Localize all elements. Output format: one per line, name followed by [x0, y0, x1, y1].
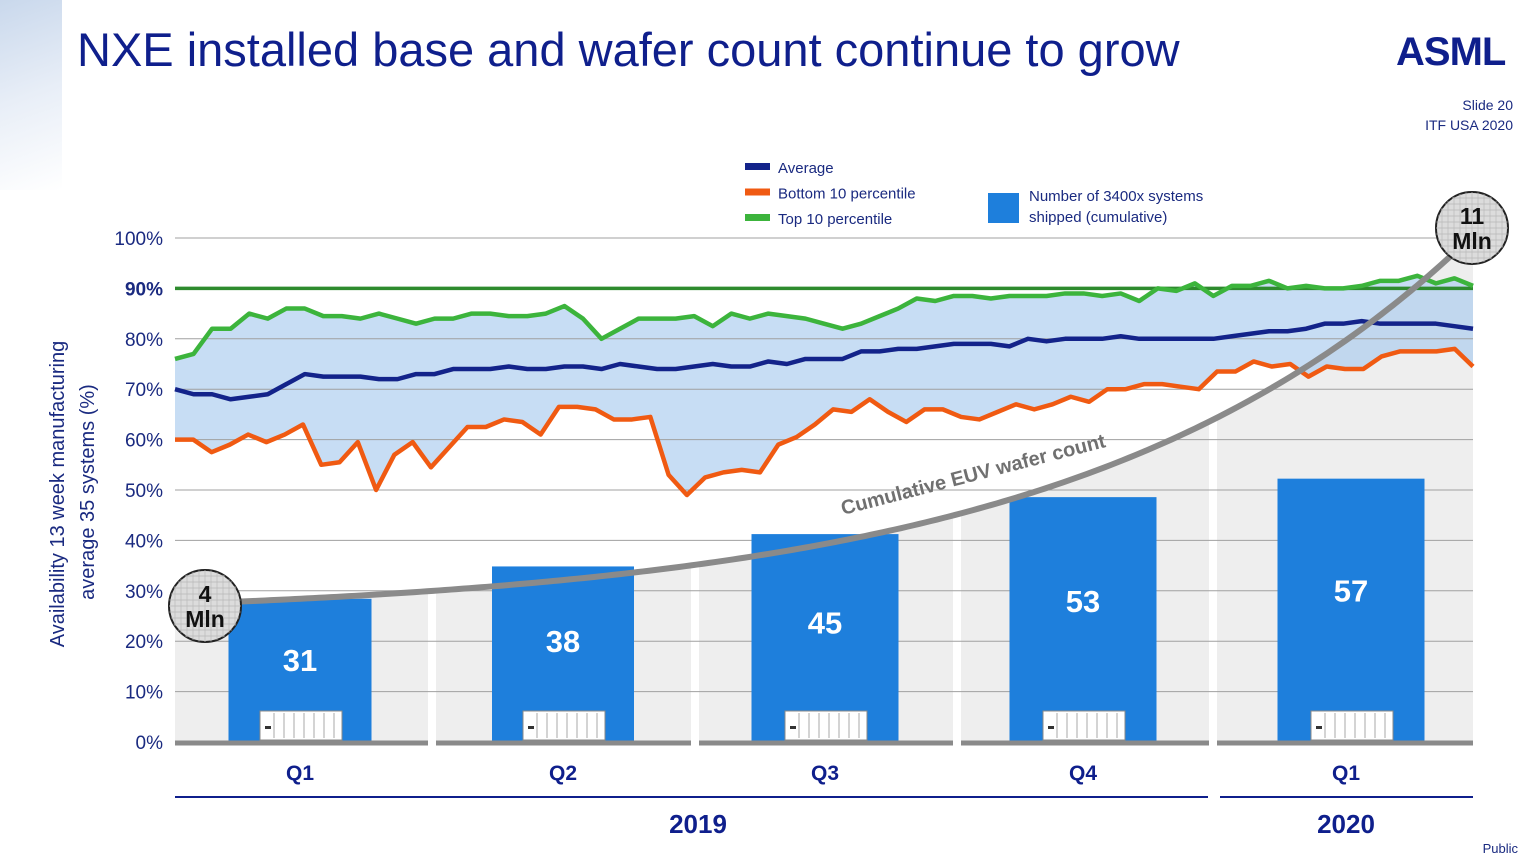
- y-tick-label: 40%: [125, 531, 163, 552]
- y-tick-label: 100%: [114, 229, 163, 250]
- slide-info: Slide 20 ITF USA 2020: [1425, 95, 1513, 135]
- bar-value-label: 31: [283, 643, 317, 678]
- systems-bar: [1009, 497, 1157, 742]
- y-tick-label: 70%: [125, 380, 163, 401]
- scanner-machine-icon-detail: [528, 726, 534, 729]
- series-line-top-10-percentile: [174, 273, 1474, 362]
- y-tick-label: 0%: [136, 733, 164, 754]
- y-tick-label: 30%: [125, 582, 163, 603]
- y-tick-label: 50%: [125, 481, 163, 502]
- systems-bar: [751, 534, 899, 742]
- series-line-bottom-10-percentile: [175, 346, 1475, 498]
- quarter-label: Q3: [811, 762, 839, 785]
- quarter-label: Q1: [286, 762, 314, 785]
- y-tick-label: 60%: [125, 431, 163, 452]
- bar-value-label: 45: [808, 605, 842, 640]
- scanner-machine-icon: [1310, 710, 1394, 741]
- wafer-count-curve: [204, 233, 1475, 606]
- y-axis-label: average 35 systems (%): [77, 384, 99, 600]
- wafer-count-value: 11: [1460, 203, 1485, 229]
- scanner-machine-icon: [784, 710, 868, 741]
- bar-value-label: 38: [546, 624, 580, 659]
- quarter-label: Q1: [1332, 762, 1360, 785]
- systems-bar: [1277, 478, 1425, 742]
- quarter-label: Q4: [1069, 762, 1097, 785]
- y-tick-label: 80%: [125, 330, 163, 351]
- scanner-machine-icon: [1042, 710, 1126, 741]
- y-tick-label: 90%: [125, 279, 163, 300]
- legend-swatch: [745, 163, 770, 170]
- scanner-machine-icon-detail: [1048, 726, 1054, 729]
- series-line-average: [174, 318, 1474, 402]
- y-tick-label: 20%: [125, 632, 163, 653]
- percentile-band: [175, 275, 1473, 496]
- y-axis-label: Availability 13 week manufacturing: [47, 341, 69, 647]
- year-label: 2020: [1317, 809, 1375, 839]
- slide-number: Slide 20: [1462, 97, 1513, 113]
- scanner-machine-icon: [522, 710, 606, 741]
- wafer-count-unit: Mln: [185, 606, 225, 632]
- wafer-count-unit: Mln: [1452, 228, 1492, 254]
- legend-swatch: [988, 193, 1019, 223]
- scanner-machine-icon-detail: [1316, 726, 1322, 729]
- scanner-machine-icon: [259, 710, 343, 741]
- legend-swatch: [745, 188, 770, 196]
- legend-label: Top 10 percentile: [778, 211, 892, 228]
- legend-label: Bottom 10 percentile: [778, 186, 916, 203]
- legend-swatch: [745, 214, 770, 221]
- bar-value-label: 53: [1066, 584, 1100, 619]
- legend-label: Average: [778, 160, 834, 177]
- quarter-label: Q2: [549, 762, 577, 785]
- y-tick-label: 10%: [125, 683, 163, 704]
- asml-logo: ASML: [1396, 30, 1506, 74]
- page-title: NXE installed base and wafer count conti…: [77, 23, 1180, 76]
- event-name: ITF USA 2020: [1425, 117, 1513, 133]
- bar-value-label: 57: [1334, 573, 1368, 608]
- scanner-machine-icon-detail: [265, 726, 271, 729]
- legend-label: shipped (cumulative): [1029, 209, 1167, 226]
- scanner-machine-icon-detail: [790, 726, 796, 729]
- decorative-swoosh: [0, 0, 62, 190]
- classification-label: Public: [1482, 841, 1518, 856]
- legend-label: Number of 3400x systems: [1029, 188, 1203, 205]
- year-label: 2019: [669, 809, 727, 839]
- wafer-count-value: 4: [199, 581, 212, 607]
